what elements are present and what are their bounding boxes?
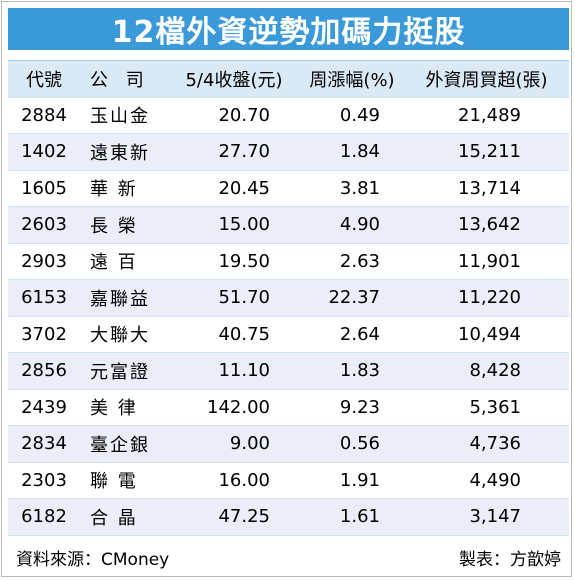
table-row: 2439 美 律 142.00 9.23 5,361: [8, 389, 569, 426]
cell-code: 2884: [21, 104, 67, 126]
cell-code: 6153: [21, 287, 67, 309]
header-company: 公 司: [90, 69, 150, 91]
table-header-row: 代號 公 司 5/4收盤(元) 周漲幅(%) 外資周買超(張): [8, 61, 569, 98]
cell-foreign-net-buy: 5,361: [469, 396, 521, 418]
cell-company: 大聯大: [90, 325, 150, 347]
table-row: 2903 遠 百 19.50 2.63 11,901: [8, 243, 569, 280]
cell-company: 遠東新: [90, 142, 150, 164]
cell-company: 合 晶: [90, 507, 138, 529]
cell-code: 2856: [21, 360, 67, 382]
cell-company: 臺企銀: [90, 434, 150, 456]
table-row: 2884 玉山金 20.70 0.49 21,489: [8, 97, 569, 134]
cell-close-price: 15.00: [218, 214, 270, 236]
cell-close-price: 142.00: [207, 396, 270, 418]
source-note: 資料來源：CMoney: [16, 549, 170, 570]
table-row: 2856 元富證 11.10 1.83 8,428: [8, 353, 569, 390]
cell-close-price: 20.45: [218, 177, 270, 199]
cell-close-price: 27.70: [218, 141, 270, 163]
cell-weekly-change: 0.49: [339, 104, 380, 126]
header-close-price: 5/4收盤(元): [185, 69, 283, 91]
cell-weekly-change: 1.61: [339, 506, 380, 528]
cell-code: 6182: [21, 506, 67, 528]
cell-foreign-net-buy: 15,211: [458, 141, 521, 163]
cell-company: 元富證: [90, 361, 150, 383]
footer: 資料來源：CMoney 製表：方歆婷: [8, 542, 569, 572]
table-row: 2603 長 榮 15.00 4.90 13,642: [8, 207, 569, 244]
cell-close-price: 51.70: [218, 287, 270, 309]
header-foreign-net-buy: 外資周買超(張): [425, 69, 548, 91]
cell-foreign-net-buy: 11,901: [458, 250, 521, 272]
table-row: 2303 聯 電 16.00 1.91 4,490: [8, 462, 569, 499]
cell-close-price: 11.10: [218, 360, 270, 382]
cell-weekly-change: 22.37: [328, 287, 380, 309]
cell-foreign-net-buy: 11,220: [458, 287, 521, 309]
table-row: 3702 大聯大 40.75 2.64 10,494: [8, 316, 569, 353]
table-row: 6182 合 晶 47.25 1.61 3,147: [8, 499, 569, 536]
table-row: 1402 遠東新 27.70 1.84 15,211: [8, 134, 569, 171]
cell-code: 3702: [21, 323, 67, 345]
cell-foreign-net-buy: 8,428: [469, 360, 521, 382]
cell-company: 遠 百: [90, 252, 138, 274]
cell-close-price: 16.00: [218, 469, 270, 491]
cell-foreign-net-buy: 4,490: [469, 469, 521, 491]
cell-weekly-change: 1.83: [339, 360, 380, 382]
page-title: 12檔外資逆勢加碼力挺股: [111, 15, 466, 50]
cell-company: 華 新: [90, 179, 138, 201]
cell-weekly-change: 4.90: [339, 214, 380, 236]
cell-company: 聯 電: [90, 471, 138, 493]
table-row: 1605 華 新 20.45 3.81 13,714: [8, 170, 569, 207]
header-code: 代號: [26, 69, 62, 91]
cell-weekly-change: 3.81: [339, 177, 380, 199]
cell-code: 2303: [21, 469, 67, 491]
cell-code: 2903: [21, 250, 67, 272]
cell-company: 美 律: [90, 398, 138, 420]
stock-table: 代號 公 司 5/4收盤(元) 周漲幅(%) 外資周買超(張) 2884 玉山金 2…: [8, 60, 569, 536]
cell-foreign-net-buy: 3,147: [469, 506, 521, 528]
cell-company: 玉山金: [90, 106, 150, 128]
cell-close-price: 20.70: [218, 104, 270, 126]
cell-code: 1605: [21, 177, 67, 199]
title-bar: 12檔外資逆勢加碼力挺股: [8, 8, 569, 50]
cell-company: 長 榮: [90, 215, 138, 237]
cell-code: 2439: [21, 396, 67, 418]
cell-weekly-change: 1.84: [339, 141, 380, 163]
cell-weekly-change: 2.64: [339, 323, 380, 345]
cell-foreign-net-buy: 21,489: [458, 104, 521, 126]
cell-weekly-change: 1.91: [339, 469, 380, 491]
cell-close-price: 9.00: [229, 433, 270, 455]
cell-code: 2603: [21, 214, 67, 236]
cell-company: 嘉聯益: [90, 288, 150, 310]
author-note: 製表：方歆婷: [459, 549, 561, 570]
cell-weekly-change: 2.63: [339, 250, 380, 272]
cell-foreign-net-buy: 13,714: [458, 177, 521, 199]
cell-foreign-net-buy: 10,494: [458, 323, 521, 345]
cell-code: 1402: [21, 141, 67, 163]
header-weekly-change: 周漲幅(%): [309, 69, 395, 91]
table-body: 2884 玉山金 20.70 0.49 21,489 1402 遠東新 27.70 1.84 15…: [8, 97, 569, 536]
cell-foreign-net-buy: 13,642: [458, 214, 521, 236]
cell-close-price: 40.75: [218, 323, 270, 345]
cell-close-price: 19.50: [218, 250, 270, 272]
table-row: 2834 臺企銀 9.00 0.56 4,736: [8, 426, 569, 463]
cell-code: 2834: [21, 433, 67, 455]
cell-close-price: 47.25: [218, 506, 270, 528]
cell-weekly-change: 9.23: [339, 396, 380, 418]
cell-weekly-change: 0.56: [339, 433, 380, 455]
table-row: 6153 嘉聯益 51.70 22.37 11,220: [8, 280, 569, 317]
cell-foreign-net-buy: 4,736: [469, 433, 521, 455]
